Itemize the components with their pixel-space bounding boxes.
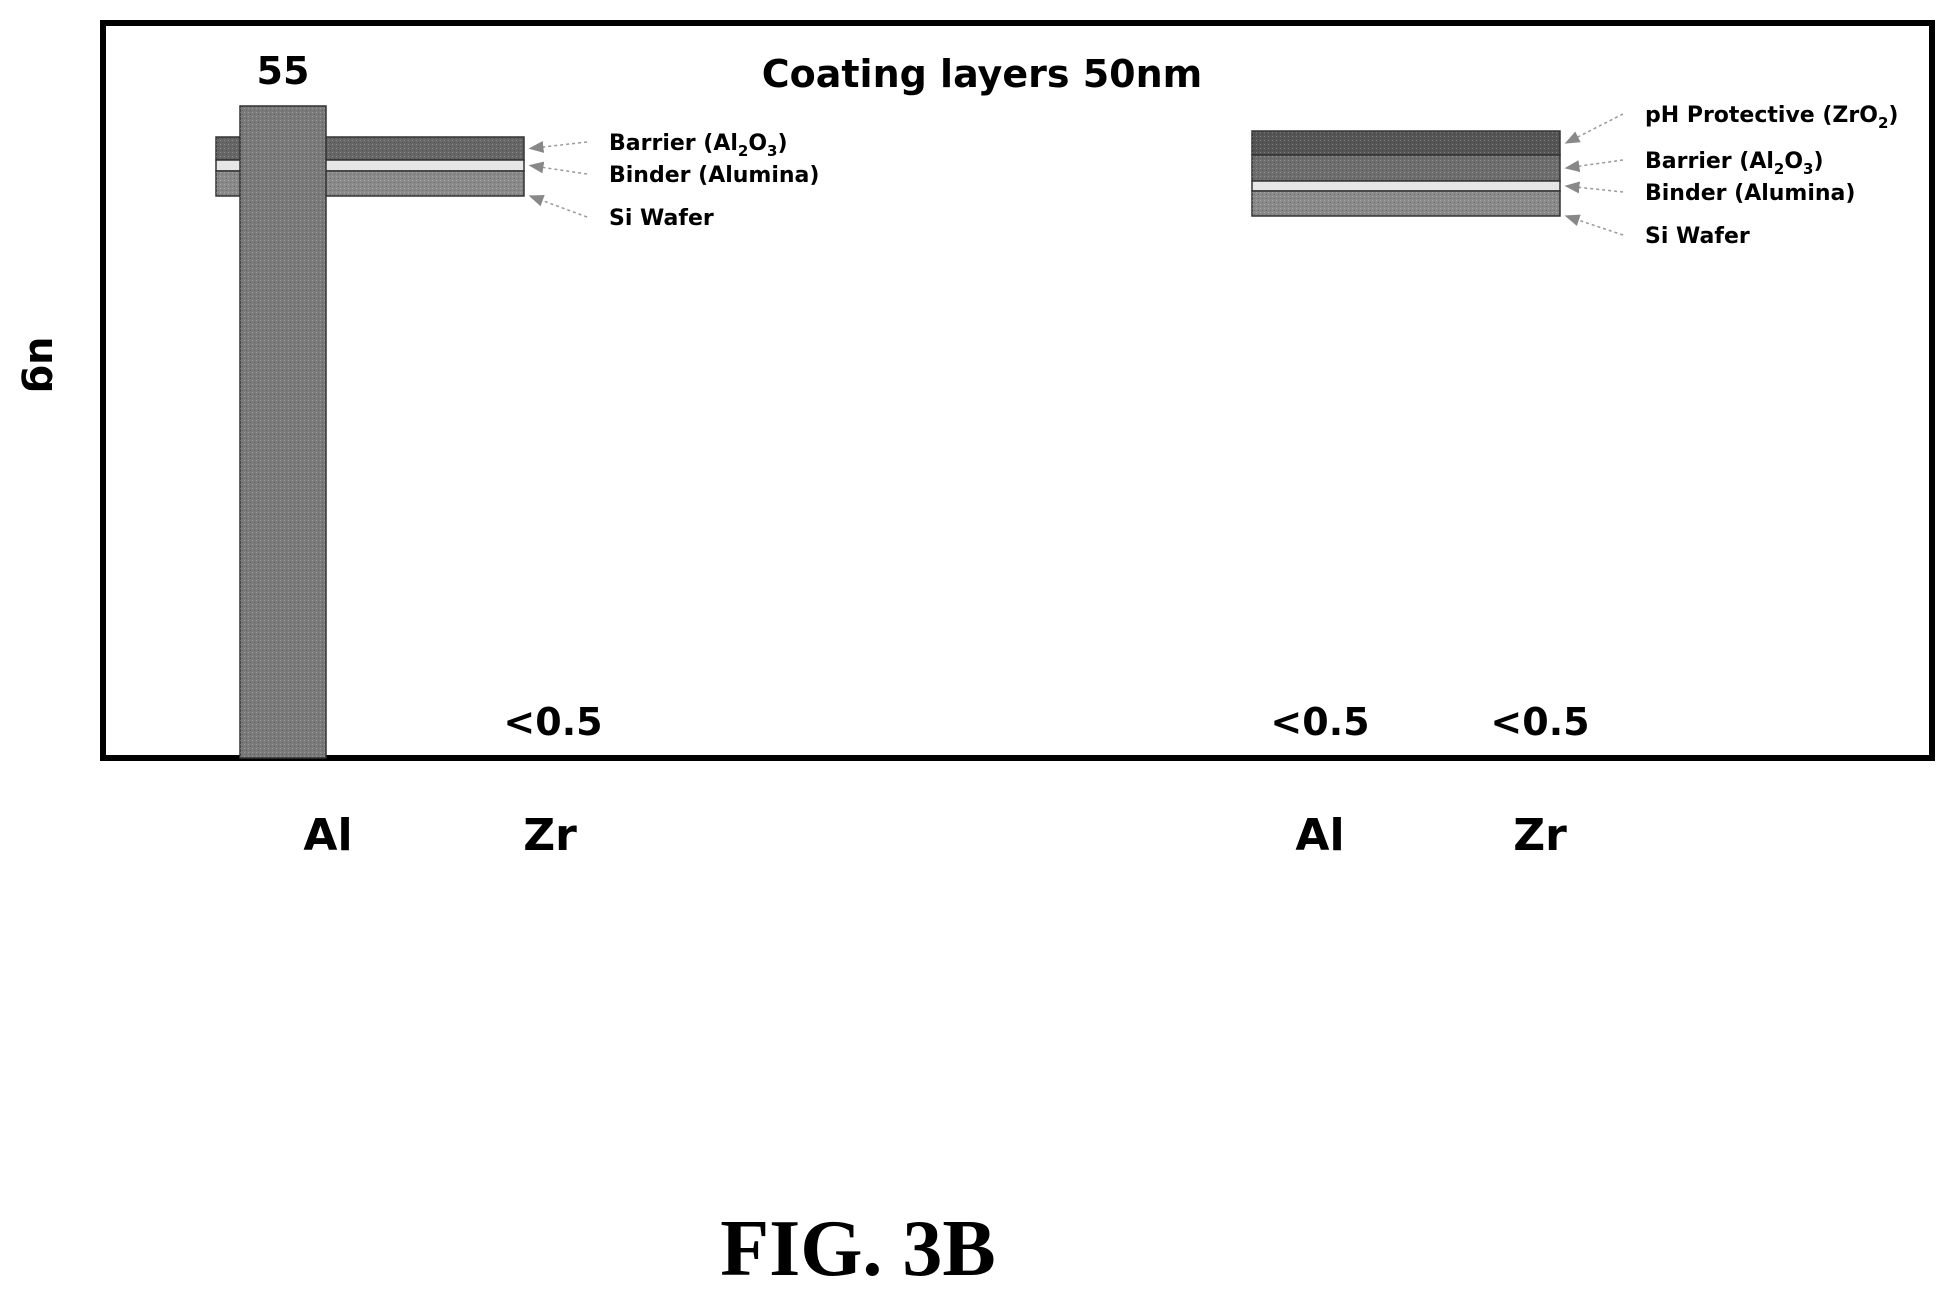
x-tick-label: Al [1295,810,1344,861]
layer-texture [1252,191,1560,216]
bar-value-label: <0.5 [1490,700,1589,744]
layer-pointer [1564,159,1624,173]
layer-label: Barrier (Al2O3) [609,131,788,160]
layer-pointer [1564,214,1624,236]
layer-label: Barrier (Al2O3) [1645,149,1824,178]
layer-pointer [1564,113,1624,144]
layer-3 [1251,180,1561,192]
bar-value-label: <0.5 [1270,700,1369,744]
layer-stack-diagrams: Barrier (Al2O3) Binder (Alumina) Si Wafer p… [215,103,1898,249]
x-tick-label: Zr [523,810,577,861]
layer-label: Si Wafer [609,206,714,231]
x-tick-label: Zr [1513,810,1567,861]
bar-series: 55 Al <0.5 Zr <0.5 Al <0.5 Zr [239,49,1590,861]
layer-label: pH Protective (ZrO2) [1645,103,1898,132]
layer-texture [1252,131,1560,155]
layer-label: Binder (Alumina) [1645,181,1855,206]
layer-pointer [528,141,588,153]
layer-pointer [528,195,588,218]
y-axis-label: ug [20,336,66,393]
chart-title: Coating layers 50nm [762,52,1202,96]
figure-label: FIG. 3B [720,1205,996,1289]
layer-label: Si Wafer [1645,224,1750,249]
x-tick-label: Al [303,810,352,861]
layer-texture [1252,155,1560,181]
bar-texture [240,105,326,758]
bar-value-label: <0.5 [503,700,602,744]
layer-pointer [1564,181,1624,194]
layer-pointer [528,161,588,175]
bar-value-label: 55 [257,49,310,93]
plot-frame [100,20,1935,761]
layer-label: Binder (Alumina) [609,163,819,188]
